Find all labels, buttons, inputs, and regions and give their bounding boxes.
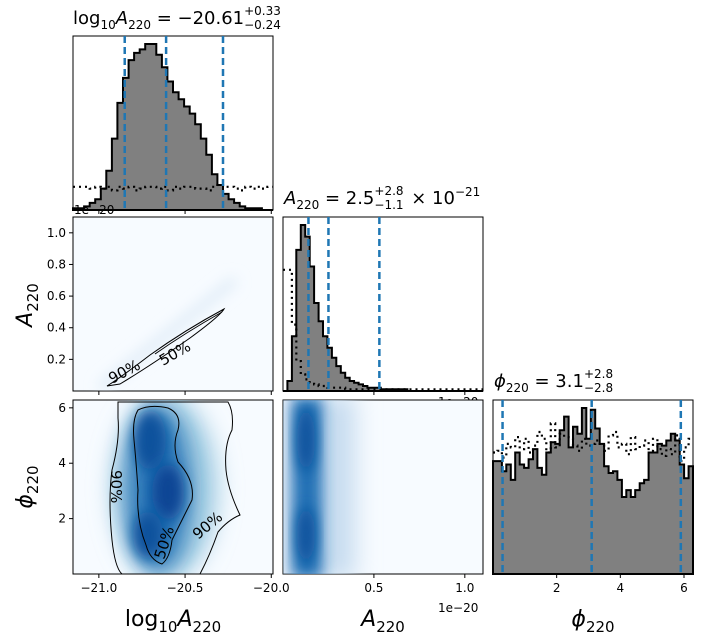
- quantile-lines-logA: [123, 36, 225, 210]
- x-ticks-A: 0.5 1.0: [364, 574, 474, 595]
- x-tick-label: −20.0: [253, 581, 290, 595]
- y-tick-label: 4: [58, 456, 66, 470]
- x-axis-label-phi: ϕ220: [571, 607, 614, 636]
- panel-hist-A: 1e−20 A220 = 2.5+2.8−1.1 × 10−21: [282, 184, 484, 409]
- x-tick-label: −21.0: [80, 581, 117, 595]
- panel-frame: [72, 216, 274, 392]
- y-tick-label: 0.6: [47, 289, 66, 303]
- x-tick-marks: [98, 210, 272, 214]
- panel-hist-phi: 2 4 6 ϕ220 = 3.1+2.8 −2.8 ϕ220: [492, 367, 694, 636]
- quantile-lines-phi: [501, 400, 683, 574]
- x-ticks-phi: 2 4 6: [553, 574, 688, 595]
- y-ticks-phi: 2 4 6: [58, 401, 73, 526]
- x-tick-marks: [98, 391, 272, 395]
- panel-2d-A-phi: 0.5 1.0 1e−20 A220: [282, 399, 484, 636]
- prior-histogram-A: [283, 268, 483, 391]
- y-tick-label: 0.2: [47, 352, 66, 366]
- x-ticks-logA: −21.0 −20.5 −20.0: [80, 574, 290, 595]
- density-blob: [152, 464, 184, 520]
- histogram-logA: [72, 43, 273, 211]
- density-blob: [134, 410, 166, 470]
- x-tick-label: 6: [680, 581, 688, 595]
- panel-2d-logA-phi: 90% 50% 90% 246 −21.0 −20.5 −20.0 ϕ220 log…: [13, 399, 290, 636]
- panel-title-A: A220 = 2.5+2.8 −1.1 × 10−21: [283, 184, 480, 212]
- density-ridge: [97, 276, 238, 391]
- quantile-lines-A: [307, 217, 381, 391]
- x-axis-label-logA: log10A220: [125, 607, 221, 636]
- y-axis-label-A: A220: [13, 283, 42, 329]
- y-ticks-A: 0.2 0.4 0.6 0.8 1.0: [47, 226, 73, 366]
- offset-text-logA: 1e−20: [74, 203, 114, 217]
- contour-90: [109, 401, 241, 574]
- contour-50: [154, 311, 223, 355]
- panel-title-logA: log10A220 = −20.61+0.33 −0.24: [73, 4, 281, 32]
- x-tick-label: 1.0: [455, 581, 474, 595]
- panel-2d-logA-A: 90% 50% 0.20.40.60.81.0 A220: [13, 216, 274, 395]
- y-tick-label: 1.0: [47, 226, 66, 240]
- x-tick-label: 0.5: [364, 581, 383, 595]
- x-tick-marks: [373, 391, 466, 395]
- x-axis-label-A: A220: [359, 607, 405, 636]
- y-tick-label: 2: [58, 512, 66, 526]
- panel-hist-logA: 1e−20 log10A220 = −20.61+0.33 −0.24: [72, 4, 281, 217]
- y-axis-label-phi: ϕ220: [13, 465, 42, 508]
- density-blob: [297, 408, 315, 472]
- density-blob: [133, 511, 163, 559]
- contour-50: [133, 405, 193, 565]
- x-tick-label: −20.5: [167, 581, 204, 595]
- y-tick-label: 6: [58, 401, 66, 415]
- density-blob: [297, 507, 315, 563]
- x-tick-label: 4: [617, 581, 625, 595]
- panel-title-phi: ϕ220 = 3.1+2.8 −2.8: [494, 367, 613, 395]
- histogram-phi: [492, 407, 694, 575]
- y-tick-label: 0.8: [47, 257, 66, 271]
- y-tick-label: 0.4: [47, 321, 66, 335]
- x-tick-label: 2: [553, 581, 561, 595]
- offset-text-A-bottom: 1e−20: [438, 601, 478, 615]
- contour-90: [106, 307, 226, 387]
- contour-label-90: 90%: [107, 470, 125, 503]
